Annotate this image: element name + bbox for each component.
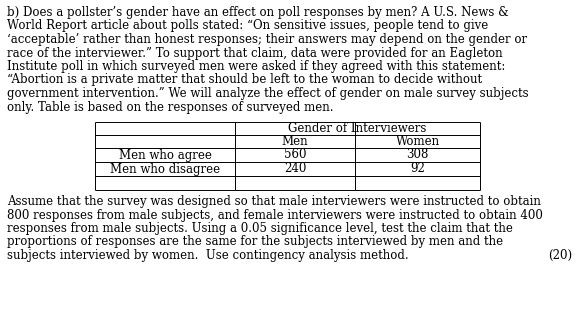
Text: 560: 560 [284,149,306,162]
Text: race of the interviewer.” To support that claim, data were provided for an Eagle: race of the interviewer.” To support tha… [7,47,503,60]
Text: Men who agree: Men who agree [118,149,212,162]
Text: 308: 308 [406,149,429,162]
Text: 240: 240 [284,163,306,175]
Text: ‘acceptable’ rather than honest responses; their answers may depend on the gende: ‘acceptable’ rather than honest response… [7,33,527,46]
Text: 800 responses from male subjects, and female interviewers were instructed to obt: 800 responses from male subjects, and fe… [7,208,543,221]
Text: “Abortion is a private matter that should be left to the woman to decide without: “Abortion is a private matter that shoul… [7,74,482,87]
Text: Assume that the survey was designed so that male interviewers were instructed to: Assume that the survey was designed so t… [7,195,541,208]
Text: (20): (20) [548,249,572,262]
Text: responses from male subjects. Using a 0.05 significance level, test the claim th: responses from male subjects. Using a 0.… [7,222,513,235]
Text: Men: Men [281,135,308,148]
Text: World Report article about polls stated: “On sensitive issues, people tend to gi: World Report article about polls stated:… [7,20,488,33]
Text: subjects interviewed by women.  Use contingency analysis method.: subjects interviewed by women. Use conti… [7,249,409,262]
Text: Men who disagree: Men who disagree [110,163,220,175]
Text: government intervention.” We will analyze the effect of gender on male survey su: government intervention.” We will analyz… [7,87,529,100]
Text: proportions of responses are the same for the subjects interviewed by men and th: proportions of responses are the same fo… [7,235,503,248]
Text: Gender of Interviewers: Gender of Interviewers [288,122,427,135]
Text: 92: 92 [410,163,425,175]
Text: Women: Women [395,135,439,148]
Text: Institute poll in which surveyed men were asked if they agreed with this stateme: Institute poll in which surveyed men wer… [7,60,505,73]
Text: b) Does a pollster’s gender have an effect on poll responses by men? A U.S. News: b) Does a pollster’s gender have an effe… [7,6,509,19]
Text: only. Table is based on the responses of surveyed men.: only. Table is based on the responses of… [7,101,334,114]
